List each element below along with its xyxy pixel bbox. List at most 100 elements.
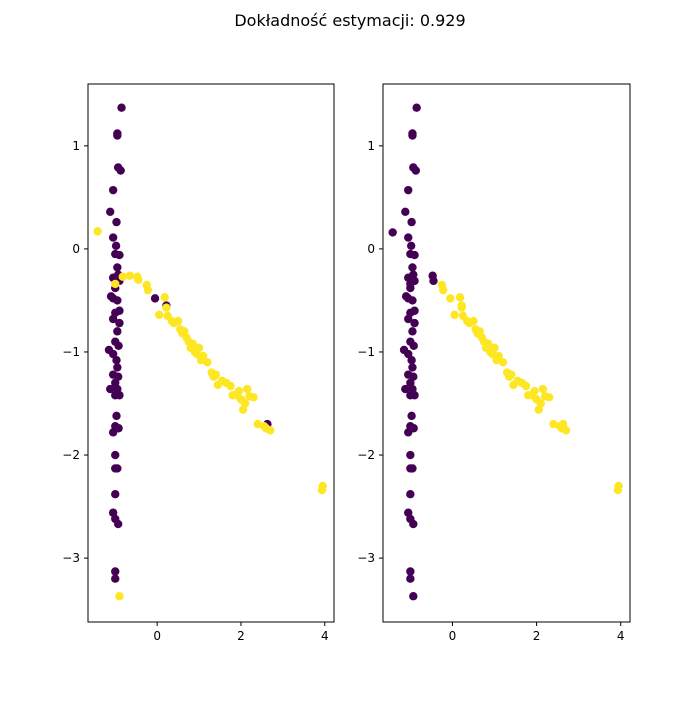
axes-frame — [87, 83, 335, 623]
data-point — [406, 567, 415, 576]
data-point — [404, 233, 413, 242]
data-point — [111, 489, 120, 499]
y-tick-label: 0 — [367, 242, 375, 256]
data-point — [112, 411, 121, 421]
right-scatter-panel: 0 2 4 1 0 −1 −2 −3 — [357, 83, 631, 643]
data-point — [194, 343, 204, 353]
data-point — [106, 384, 115, 394]
data-point — [226, 381, 235, 391]
data-point — [401, 384, 410, 394]
figure-title: Dokładność estymacji: 0.929 — [234, 11, 466, 30]
data-point — [406, 283, 415, 293]
data-point — [406, 574, 415, 583]
y-tick-label: 1 — [367, 139, 375, 153]
data-point — [173, 316, 183, 326]
data-point — [429, 276, 438, 286]
data-point — [404, 185, 413, 195]
data-point — [483, 339, 493, 348]
data-point — [410, 250, 419, 260]
data-point — [457, 303, 466, 312]
data-point — [498, 358, 508, 367]
data-point — [530, 386, 539, 396]
y-tick-label: −1 — [62, 345, 80, 359]
data-point — [406, 241, 416, 251]
data-point — [249, 393, 258, 402]
data-point — [116, 166, 125, 175]
data-point — [266, 426, 275, 435]
data-point — [404, 428, 413, 437]
series-class_0 — [388, 103, 438, 601]
data-point — [408, 263, 417, 272]
data-point — [111, 241, 121, 251]
data-point — [155, 310, 164, 320]
data-point — [111, 567, 120, 576]
data-point — [240, 399, 250, 408]
data-point — [111, 450, 120, 460]
data-point — [113, 327, 122, 336]
data-point — [404, 314, 413, 324]
data-point — [409, 592, 418, 601]
data-point — [211, 370, 221, 379]
data-point — [115, 592, 124, 601]
data-point — [106, 207, 115, 217]
data-point — [108, 314, 118, 324]
x-tick-label: 2 — [533, 629, 541, 643]
data-point — [112, 217, 121, 227]
data-point — [388, 228, 397, 237]
data-point — [408, 296, 417, 305]
data-point — [108, 428, 118, 437]
data-point — [438, 285, 448, 295]
data-point — [118, 272, 127, 281]
data-point — [143, 285, 153, 295]
data-point — [490, 343, 499, 353]
data-point — [162, 303, 171, 312]
data-point — [108, 185, 118, 195]
data-point — [549, 419, 558, 429]
axes-frame — [382, 83, 631, 623]
data-point — [406, 450, 415, 460]
y-tick-label: −1 — [357, 345, 375, 359]
x-tick-label: 2 — [237, 629, 245, 643]
data-point — [112, 356, 121, 365]
data-point — [407, 411, 416, 421]
data-point — [115, 250, 124, 260]
data-point — [317, 485, 327, 495]
data-point — [114, 341, 123, 350]
data-point — [450, 310, 459, 320]
data-point — [93, 227, 102, 236]
data-point — [115, 391, 124, 400]
data-point — [401, 207, 410, 217]
series-class_1 — [437, 280, 623, 495]
data-point — [410, 276, 419, 286]
data-point — [199, 351, 208, 361]
y-tick-label: −2 — [62, 448, 80, 462]
data-point — [243, 384, 252, 394]
x-tick-label: 0 — [153, 629, 161, 643]
data-point — [545, 393, 554, 402]
data-point — [521, 381, 531, 391]
data-point — [455, 293, 465, 302]
data-point — [113, 296, 122, 305]
data-point — [125, 271, 135, 280]
data-point — [408, 464, 417, 473]
y-tick-label: −2 — [357, 448, 375, 462]
data-point — [117, 103, 126, 112]
data-point — [113, 263, 122, 272]
data-point — [160, 293, 169, 302]
data-point — [150, 294, 160, 303]
data-point — [404, 349, 413, 359]
data-point — [113, 519, 123, 529]
data-point — [113, 363, 122, 372]
data-point — [113, 129, 122, 138]
data-point — [134, 275, 143, 285]
data-point — [406, 489, 415, 499]
data-point — [469, 316, 478, 326]
data-point — [113, 464, 122, 473]
y-tick-label: 0 — [72, 242, 80, 256]
y-tick-label: −3 — [357, 551, 375, 565]
y-tick-label: 1 — [72, 139, 80, 153]
data-point — [407, 356, 416, 365]
data-point — [613, 485, 622, 495]
